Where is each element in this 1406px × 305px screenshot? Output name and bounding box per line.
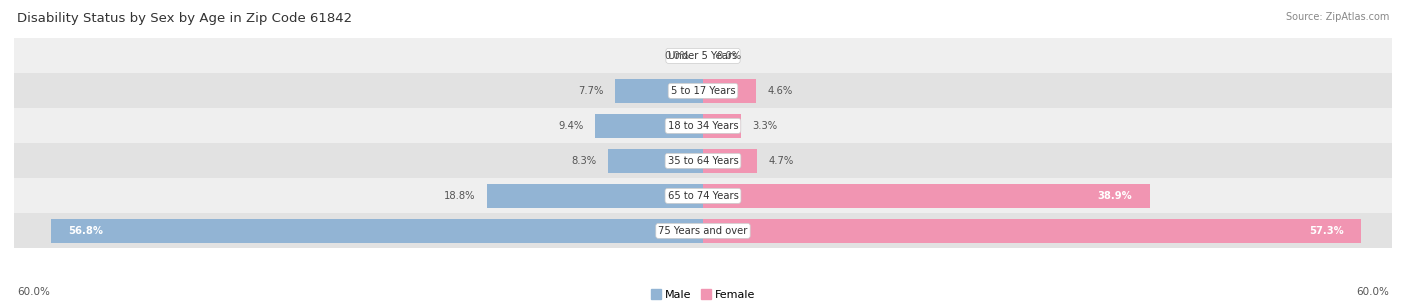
Text: 0.0%: 0.0% (664, 51, 689, 61)
Bar (703, 113, 741, 138)
Text: 65 to 74 Years: 65 to 74 Years (668, 191, 738, 201)
Text: Disability Status by Sex by Age in Zip Code 61842: Disability Status by Sex by Age in Zip C… (17, 12, 352, 25)
Text: Source: ZipAtlas.com: Source: ZipAtlas.com (1285, 12, 1389, 22)
Bar (51, 219, 703, 243)
Bar (14, 73, 1392, 108)
Bar (703, 149, 756, 173)
Bar (703, 219, 1361, 243)
Text: 38.9%: 38.9% (1098, 191, 1132, 201)
Bar (607, 149, 703, 173)
Legend: Male, Female: Male, Female (647, 285, 759, 304)
Bar (14, 143, 1392, 178)
Bar (703, 79, 756, 103)
Text: 60.0%: 60.0% (1357, 287, 1389, 297)
Text: 56.8%: 56.8% (67, 226, 103, 236)
Text: 18 to 34 Years: 18 to 34 Years (668, 121, 738, 131)
Bar (703, 184, 1150, 208)
Text: 35 to 64 Years: 35 to 64 Years (668, 156, 738, 166)
Text: 9.4%: 9.4% (558, 121, 583, 131)
Bar (14, 178, 1392, 213)
Text: 60.0%: 60.0% (17, 287, 49, 297)
Text: Under 5 Years: Under 5 Years (668, 51, 738, 61)
Bar (14, 214, 1392, 248)
Bar (614, 79, 703, 103)
Text: 5 to 17 Years: 5 to 17 Years (671, 86, 735, 96)
Bar (14, 108, 1392, 143)
Text: 8.3%: 8.3% (571, 156, 596, 166)
Bar (14, 38, 1392, 73)
Text: 3.3%: 3.3% (752, 121, 778, 131)
Text: 4.7%: 4.7% (769, 156, 794, 166)
Text: 75 Years and over: 75 Years and over (658, 226, 748, 236)
Text: 7.7%: 7.7% (578, 86, 603, 96)
Bar (595, 113, 703, 138)
Text: 0.0%: 0.0% (717, 51, 742, 61)
Text: 4.6%: 4.6% (768, 86, 793, 96)
Text: 57.3%: 57.3% (1309, 226, 1344, 236)
Bar (486, 184, 703, 208)
Text: 18.8%: 18.8% (444, 191, 475, 201)
